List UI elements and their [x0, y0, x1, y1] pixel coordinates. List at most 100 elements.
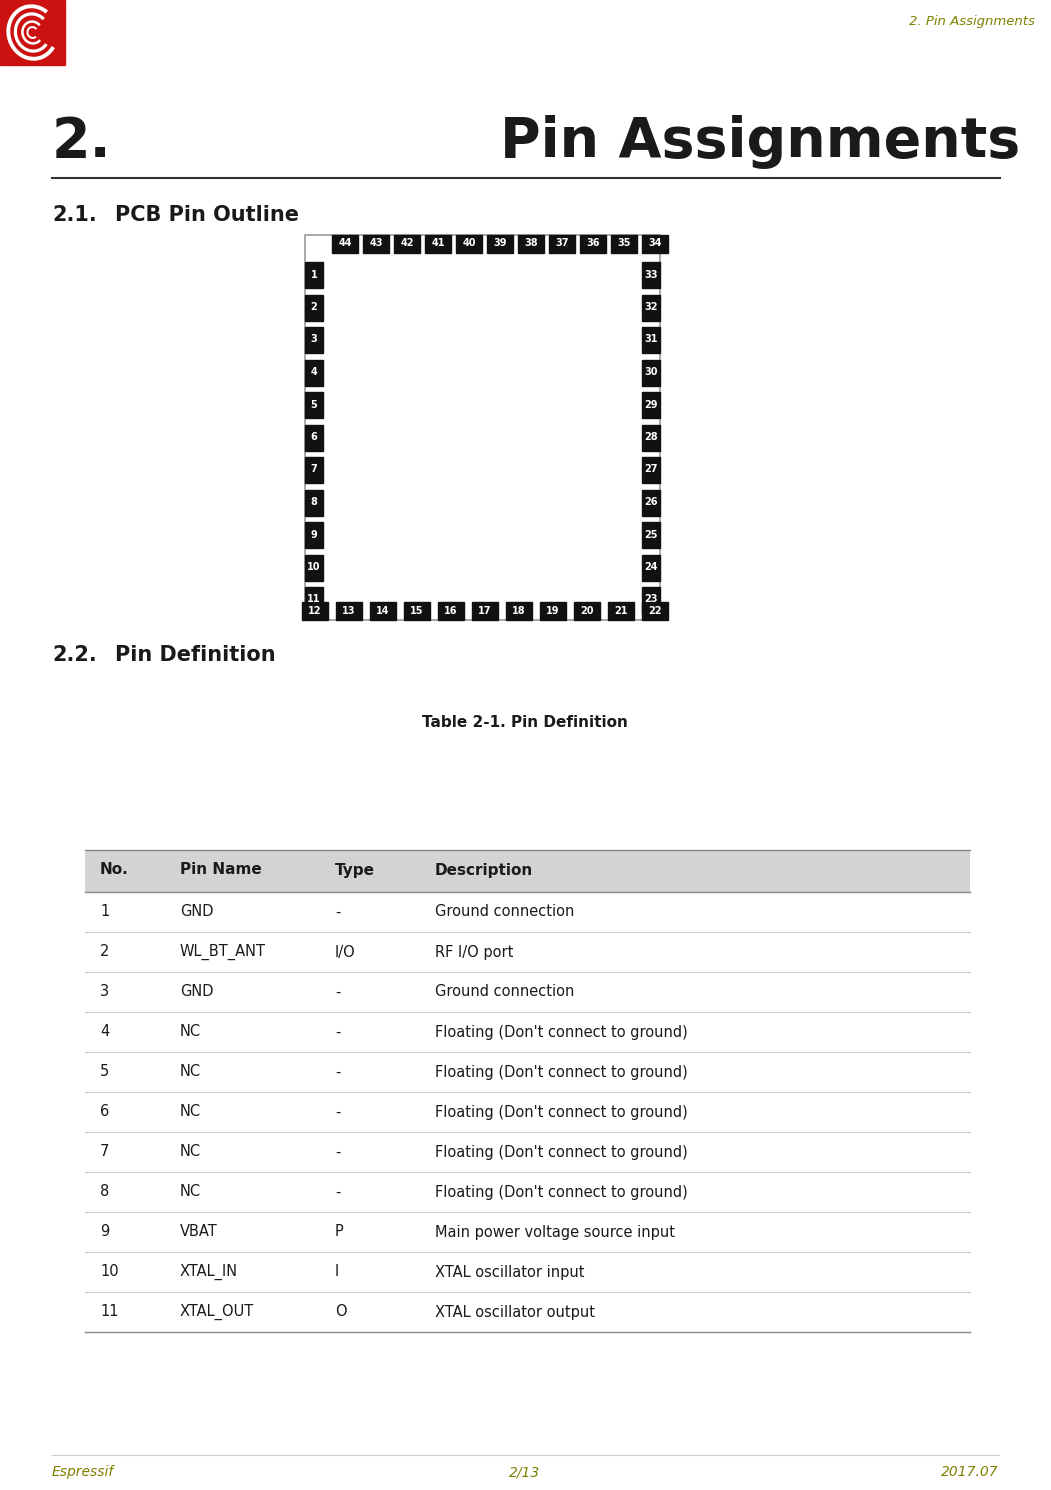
Text: 16: 16 — [445, 605, 458, 615]
Bar — [85, 1173, 970, 1211]
Bar — [642, 235, 668, 253]
Text: NC: NC — [180, 1025, 201, 1040]
Bar — [85, 933, 970, 971]
Bar — [305, 326, 323, 353]
Bar — [642, 359, 660, 386]
Bar — [425, 235, 451, 253]
Bar — [85, 1211, 970, 1252]
Bar — [305, 262, 323, 288]
Text: 4: 4 — [311, 367, 317, 377]
Text: 12: 12 — [308, 605, 322, 615]
Bar — [574, 602, 600, 620]
Text: 27: 27 — [644, 465, 658, 474]
Text: 31: 31 — [644, 334, 658, 344]
Bar — [85, 893, 970, 933]
Text: 29: 29 — [644, 399, 658, 410]
Text: 7: 7 — [100, 1144, 109, 1159]
Bar — [305, 392, 323, 419]
Text: 2/13: 2/13 — [510, 1465, 540, 1480]
Text: -: - — [335, 1104, 341, 1119]
Text: Description: Description — [435, 863, 533, 878]
Bar — [305, 425, 323, 450]
Text: 2.2.: 2.2. — [51, 645, 97, 665]
Text: -: - — [335, 1185, 341, 1199]
Text: P: P — [335, 1225, 344, 1240]
Text: 26: 26 — [644, 498, 658, 507]
Text: I: I — [335, 1265, 339, 1280]
Text: 43: 43 — [369, 238, 383, 249]
Bar — [404, 602, 430, 620]
Text: -: - — [335, 904, 341, 919]
Bar — [642, 490, 660, 516]
Bar — [549, 235, 575, 253]
Text: 36: 36 — [586, 238, 600, 249]
Bar — [472, 602, 498, 620]
Text: 5: 5 — [100, 1064, 109, 1079]
Text: XTAL oscillator output: XTAL oscillator output — [435, 1305, 595, 1320]
Bar — [305, 295, 323, 320]
Bar — [370, 602, 396, 620]
Bar — [85, 971, 970, 1012]
Text: 23: 23 — [644, 595, 658, 605]
Text: 22: 22 — [648, 605, 662, 615]
Text: -: - — [335, 985, 341, 1000]
Text: WL_BT_ANT: WL_BT_ANT — [180, 943, 266, 960]
Text: 4: 4 — [100, 1025, 109, 1040]
Bar — [642, 262, 660, 288]
Text: RF I/O port: RF I/O port — [435, 945, 513, 960]
Text: 18: 18 — [512, 605, 526, 615]
Bar — [642, 326, 660, 353]
Text: 20: 20 — [580, 605, 594, 615]
Bar — [642, 522, 660, 548]
Bar — [487, 235, 513, 253]
Bar — [85, 1012, 970, 1052]
Bar — [642, 295, 660, 320]
Text: 17: 17 — [478, 605, 492, 615]
Text: -: - — [335, 1064, 341, 1079]
Bar — [305, 490, 323, 516]
Text: Floating (Don't connect to ground): Floating (Don't connect to ground) — [435, 1025, 687, 1040]
Text: 6: 6 — [311, 432, 317, 443]
Bar — [85, 1132, 970, 1173]
Text: 28: 28 — [644, 432, 658, 443]
Bar — [642, 602, 668, 620]
Text: 24: 24 — [644, 562, 658, 572]
Bar — [642, 392, 660, 419]
Text: 2.1.: 2.1. — [51, 206, 97, 225]
Text: GND: GND — [180, 904, 213, 919]
Bar — [85, 1092, 970, 1132]
Text: XTAL_IN: XTAL_IN — [180, 1264, 239, 1280]
Text: Ground connection: Ground connection — [435, 904, 575, 919]
Bar — [611, 235, 637, 253]
Bar — [305, 359, 323, 386]
Text: 30: 30 — [644, 367, 658, 377]
Bar — [305, 554, 323, 581]
Text: 3: 3 — [311, 334, 317, 344]
Text: I/O: I/O — [335, 945, 355, 960]
Text: -: - — [335, 1144, 341, 1159]
Text: Floating (Don't connect to ground): Floating (Don't connect to ground) — [435, 1185, 687, 1199]
Bar — [85, 1252, 970, 1292]
Text: 8: 8 — [100, 1185, 109, 1199]
Text: 14: 14 — [376, 605, 390, 615]
Text: 11: 11 — [100, 1305, 119, 1320]
Bar — [518, 235, 544, 253]
Bar — [302, 602, 328, 620]
Bar — [642, 457, 660, 483]
Text: 2: 2 — [100, 945, 109, 960]
Text: NC: NC — [180, 1185, 201, 1199]
Text: VBAT: VBAT — [180, 1225, 218, 1240]
Text: 2017.07: 2017.07 — [942, 1465, 1000, 1480]
Text: Pin Assignments: Pin Assignments — [499, 115, 1021, 168]
Bar — [305, 235, 660, 620]
Text: 37: 37 — [555, 238, 569, 249]
Text: 10: 10 — [307, 562, 321, 572]
Text: 25: 25 — [644, 529, 658, 539]
Text: NC: NC — [180, 1104, 201, 1119]
Text: Table 2-1. Pin Definition: Table 2-1. Pin Definition — [423, 715, 627, 730]
Bar — [607, 602, 634, 620]
Text: 19: 19 — [547, 605, 560, 615]
Text: 9: 9 — [100, 1225, 109, 1240]
Text: Floating (Don't connect to ground): Floating (Don't connect to ground) — [435, 1144, 687, 1159]
Text: Espressif: Espressif — [51, 1465, 115, 1480]
